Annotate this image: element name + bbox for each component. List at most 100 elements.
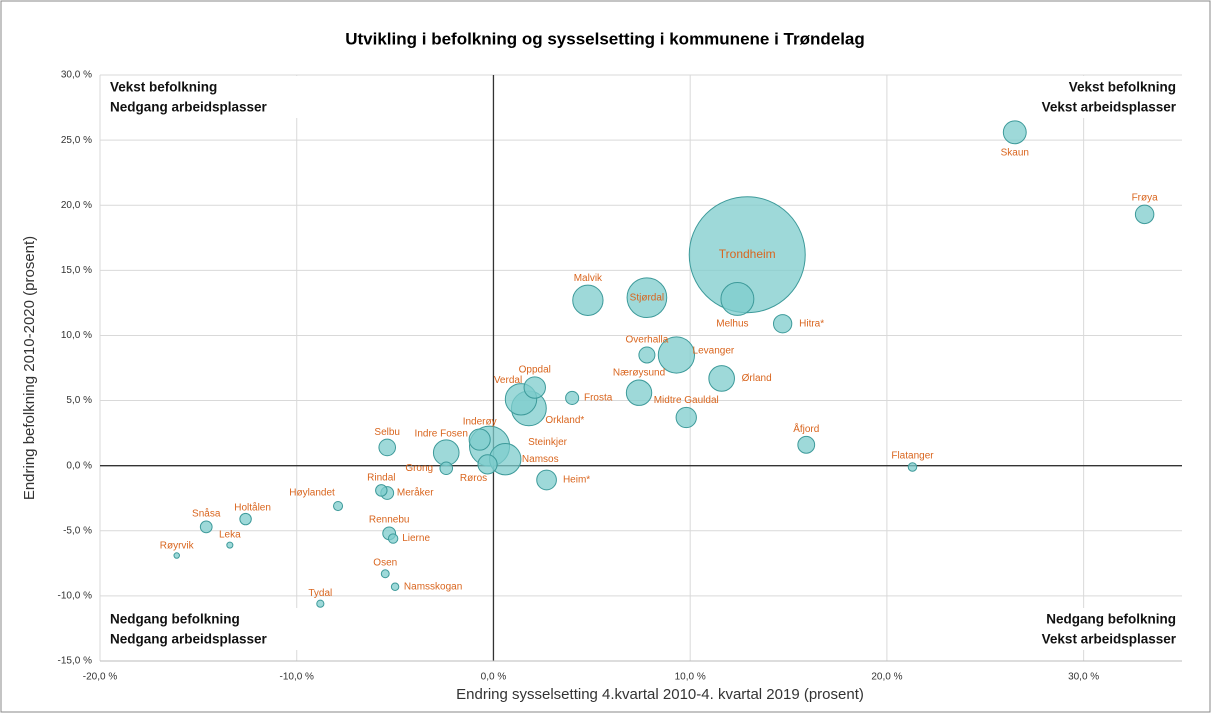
bubble-label: Osen [373,557,397,568]
y-tick-label: 10,0 % [61,330,92,341]
bubble-label: Trondheim [719,247,776,261]
bubble-label: Frøya [1132,193,1159,204]
quadrant-label: Vekst befolkning [110,80,217,95]
bubble-label: Grong [405,463,433,474]
bubble [626,277,668,319]
y-tick-label: 20,0 % [61,200,92,211]
quadrant-label: Nedgang befolkning [1046,612,1176,627]
bubble [375,484,388,497]
bubble-label: Namsos [522,454,559,465]
bubble [572,284,604,316]
x-tick-label: 30,0 % [1068,672,1099,683]
bubble [378,438,397,457]
bubble-label: Melhus [716,319,748,330]
y-tick-label: -10,0 % [58,591,93,602]
bubble [173,552,180,559]
bubble-label: Leka [219,530,241,541]
bubble [657,336,696,374]
bubble-label: Selbu [374,427,400,438]
y-tick-label: 15,0 % [61,265,92,276]
bubble [199,520,213,534]
quadrant-label: Vekst arbeidsplasser [1042,100,1177,115]
bubble [333,501,344,512]
bubble-label: Indre Fosen [415,428,468,439]
bubble-label: Overhalla [625,335,668,346]
bubble [536,469,557,491]
bubble-label: Heim* [563,475,590,486]
x-tick-label: 10,0 % [675,672,706,683]
bubble-label: Steinkjer [528,437,568,448]
bubble-label: Rindal [367,472,395,483]
x-tick-label: 0,0 % [481,672,507,683]
bubble-label: Nærøysund [613,368,665,379]
bubble-label: Hitra* [799,318,824,329]
bubble-label: Holtålen [234,502,271,514]
chart-title: Utvikling i befolkning og sysselsetting … [345,29,865,48]
bubble [316,599,325,608]
bubble-label: Tydal [308,588,332,599]
bubble [523,376,546,399]
bubble [239,512,252,526]
quadrant-label: Nedgang befolkning [110,612,240,627]
y-axis-label: Endring befolkning 2010-2020 (prosent) [21,236,38,500]
annotation-bg [106,608,300,650]
quadrant-label: Vekst arbeidsplasser [1042,632,1177,647]
bubble-label: Ørland [742,373,772,384]
bubble [1002,120,1027,145]
bubble [1134,204,1155,225]
bubble [772,314,793,334]
bubble [797,435,816,454]
bubble-label: Inderøy [463,417,497,428]
bubble [720,282,755,316]
bubble [387,533,399,544]
bubble-label: Stjørdal [630,292,664,303]
bubble [638,346,656,364]
bubble [625,379,653,406]
bubble [226,541,234,549]
bubble-label: Flatanger [891,450,934,461]
bubble-label: Verdal [494,375,522,386]
bubble-label: Rennebu [369,515,410,526]
y-tick-label: 0,0 % [66,460,92,471]
annotation-bg [986,76,1180,118]
bubble [380,569,390,579]
x-tick-label: -10,0 % [279,672,314,683]
bubble-label: Åfjord [793,422,819,435]
quadrant-label: Nedgang arbeidsplasser [110,100,268,115]
annotation-bg [106,76,300,118]
bubble-label: Oppdal [519,364,551,375]
bubble [468,428,491,451]
y-tick-label: 5,0 % [66,395,92,406]
y-tick-label: -15,0 % [58,656,93,667]
bubble [907,462,918,472]
annotation-bg [986,608,1180,650]
bubble-label: Skaun [1001,147,1029,158]
x-axis-label: Endring sysselsetting 4.kvartal 2010-4. … [456,686,864,703]
bubble [477,454,498,475]
y-tick-label: 25,0 % [61,135,92,146]
x-tick-label: -20,0 % [83,672,118,683]
bubble-label: Midtre Gauldal [654,395,719,406]
bubble [390,582,400,592]
bubble-label: Røyrvik [160,540,195,551]
bubble-label: Levanger [693,346,735,357]
bubble-label: Lierne [402,533,430,544]
bubble [439,461,454,476]
bubble-label: Høylandet [289,488,335,499]
quadrant-label: Vekst befolkning [1069,80,1176,95]
bubble [675,406,697,429]
bubble-label: Orkland* [545,415,584,426]
quadrant-label: Nedgang arbeidsplasser [110,632,268,647]
y-tick-label: -5,0 % [63,525,92,536]
bubble-label: Malvik [574,273,603,284]
bubble-label: Røros [460,473,487,484]
x-tick-label: 20,0 % [871,672,902,683]
bubble-label: Snåsa [192,508,221,520]
bubble [565,390,580,405]
bubble [708,365,735,392]
y-tick-label: 30,0 % [61,70,92,81]
bubble-label: Frosta [584,393,613,404]
bubble-label: Meråker [397,487,434,499]
